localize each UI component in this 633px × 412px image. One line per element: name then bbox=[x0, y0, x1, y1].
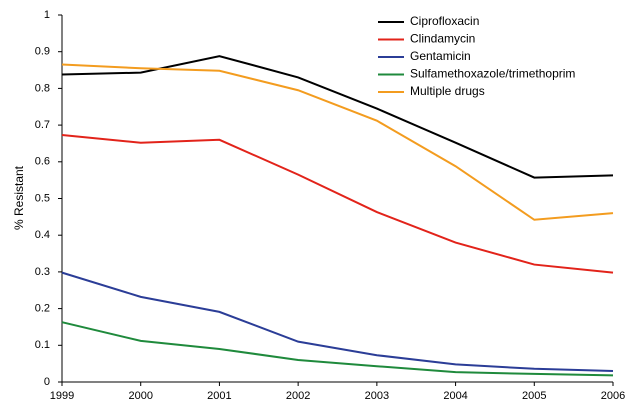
legend-label: Multiple drugs bbox=[410, 84, 485, 98]
legend-label: Sulfamethoxazole/trimethoprim bbox=[410, 67, 575, 81]
y-tick-label: 0.6 bbox=[35, 156, 50, 168]
series-line bbox=[61, 134, 614, 274]
y-tick-label: 0.4 bbox=[35, 229, 50, 241]
y-tick-label: 0.7 bbox=[35, 119, 50, 131]
y-tick-label: 1 bbox=[44, 9, 50, 21]
x-tick-label: 2002 bbox=[286, 390, 310, 402]
x-tick-label: 2000 bbox=[128, 390, 152, 402]
series-line bbox=[61, 63, 614, 221]
x-tick-label: 2003 bbox=[365, 390, 389, 402]
y-tick-label: 0.8 bbox=[35, 82, 50, 94]
legend-label: Gentamicin bbox=[410, 49, 471, 63]
y-tick-label: 0.1 bbox=[35, 339, 50, 351]
x-tick-label: 2004 bbox=[443, 390, 467, 402]
y-tick-label: 0.2 bbox=[35, 303, 50, 315]
y-tick-label: 0.9 bbox=[35, 46, 50, 58]
x-tick-label: 2001 bbox=[207, 390, 231, 402]
series-line bbox=[61, 55, 614, 179]
series-line bbox=[61, 271, 614, 372]
y-tick-label: 0 bbox=[44, 376, 50, 388]
series-line bbox=[61, 321, 614, 377]
legend-label: Clindamycin bbox=[410, 32, 475, 46]
x-tick-label: 1999 bbox=[50, 390, 74, 402]
y-tick-label: 0.3 bbox=[35, 266, 50, 278]
y-tick-label: 0.5 bbox=[35, 192, 50, 204]
y-axis-label: % Resistant bbox=[12, 165, 26, 230]
x-tick-label: 2006 bbox=[601, 390, 625, 402]
x-tick-label: 2005 bbox=[522, 390, 546, 402]
legend-label: Ciprofloxacin bbox=[410, 14, 479, 28]
